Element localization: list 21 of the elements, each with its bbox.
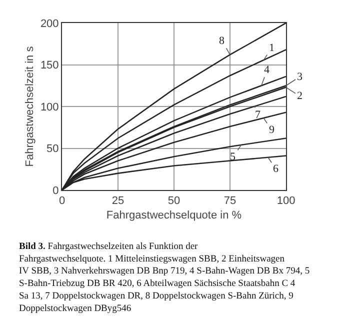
y-tick-label: 100 xyxy=(40,101,59,114)
y-tick-label: 150 xyxy=(40,60,59,72)
series-label: 9 xyxy=(269,124,275,136)
x-axis-title: Fahrgastwechselquote in % xyxy=(106,209,242,222)
y-tick-label: 200 xyxy=(40,18,59,30)
series-label: 8 xyxy=(219,35,225,47)
text: Bild 3. Fahrgastwechselzeiten als Funktion der Fahrgastwechselquote. 1 Mitteleinstiegswagen SBB, 2 Einheitswagen IV SBB, 3 Nahverkehrswagen DB Bnp 719, 4 S-Bahn-Wagen DB Bx 794, 5 S-Bahn-Triebzug DB BR 420, 6 Abteilwagen Sächsische Staatsbahn C 4 Sa 13, 7 Doppelstockwagen DR, 8 Doppelstockwagen S-Bahn Zürich, 9 Doppelstockwagen DByg546 xyxy=(19,242,310,314)
y-axis-title: Fahrgastwechselzeit in s xyxy=(24,46,36,167)
series-label: 3 xyxy=(297,71,303,83)
x-tick-label: 50 xyxy=(168,195,180,208)
series-label: 6 xyxy=(273,163,279,175)
x-tick-label: 100 xyxy=(276,195,296,208)
series-label: 5 xyxy=(230,151,236,163)
y-tick-label: 0 xyxy=(52,184,59,197)
series-label: 2 xyxy=(297,90,302,102)
x-tick-label: 25 xyxy=(112,195,124,208)
y-tick-label: 50 xyxy=(46,143,59,156)
x-tick-label: 75 xyxy=(224,195,236,208)
series-label: 1 xyxy=(269,42,274,54)
series-label: 7 xyxy=(255,109,261,121)
series-label: 4 xyxy=(264,64,270,76)
